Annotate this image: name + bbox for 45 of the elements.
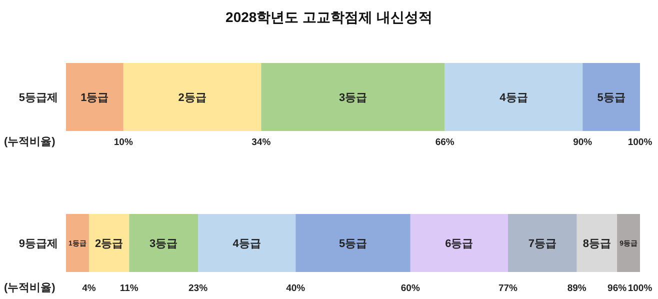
x-tick-label: 60% bbox=[400, 283, 420, 294]
series-label: 6등급 bbox=[445, 238, 474, 250]
x-tick-label: 100% bbox=[628, 137, 653, 148]
x-tick-label: 4% bbox=[82, 283, 96, 294]
x-tick-label: 40% bbox=[286, 283, 306, 294]
category-label: 5등급제 bbox=[18, 92, 58, 104]
series-label: 4등급 bbox=[500, 92, 528, 104]
series-label: 3등급 bbox=[150, 238, 178, 250]
bar bbox=[88, 214, 130, 272]
series-label: 7등급 bbox=[528, 238, 556, 250]
series-label: 2등급 bbox=[94, 238, 124, 250]
x-axis-title: (누적비율) bbox=[4, 136, 56, 148]
category-label: 9등급제 bbox=[18, 238, 58, 250]
bar bbox=[617, 214, 640, 272]
x-tick-label: 100% bbox=[628, 283, 653, 294]
bar bbox=[508, 214, 577, 272]
x-tick-label: 96% bbox=[608, 283, 628, 294]
x-tick-label: 11% bbox=[120, 283, 139, 294]
bar bbox=[66, 214, 89, 272]
x-tick-label: 10% bbox=[114, 137, 134, 148]
series-label: 2등급 bbox=[178, 92, 206, 104]
series-label: 1등급 bbox=[80, 92, 109, 104]
bar bbox=[582, 63, 640, 131]
x-tick-label: 77% bbox=[498, 283, 518, 294]
series-label: 5등급 bbox=[338, 238, 368, 250]
bar bbox=[576, 214, 618, 272]
bar bbox=[198, 214, 296, 272]
x-tick-label: 90% bbox=[573, 137, 593, 148]
x-tick-label: 23% bbox=[188, 283, 208, 294]
bar bbox=[129, 214, 198, 272]
bar bbox=[410, 214, 508, 272]
series-label: 3등급 bbox=[338, 92, 368, 104]
x-axis-title: (누적비율) bbox=[4, 282, 56, 294]
x-tick-label: 34% bbox=[252, 137, 272, 148]
chart-title: 2028학년도 고교학점제 내신성적 bbox=[226, 9, 432, 25]
series-label: 5등급 bbox=[597, 92, 626, 104]
x-tick-label: 66% bbox=[435, 137, 455, 148]
series-label: 8등급 bbox=[582, 238, 612, 250]
x-tick-label: 89% bbox=[567, 283, 587, 294]
bar bbox=[261, 63, 445, 131]
bar bbox=[444, 63, 583, 131]
bar bbox=[66, 63, 124, 131]
series-label: 4등급 bbox=[232, 238, 261, 250]
bar bbox=[296, 214, 410, 272]
bar bbox=[123, 63, 262, 131]
